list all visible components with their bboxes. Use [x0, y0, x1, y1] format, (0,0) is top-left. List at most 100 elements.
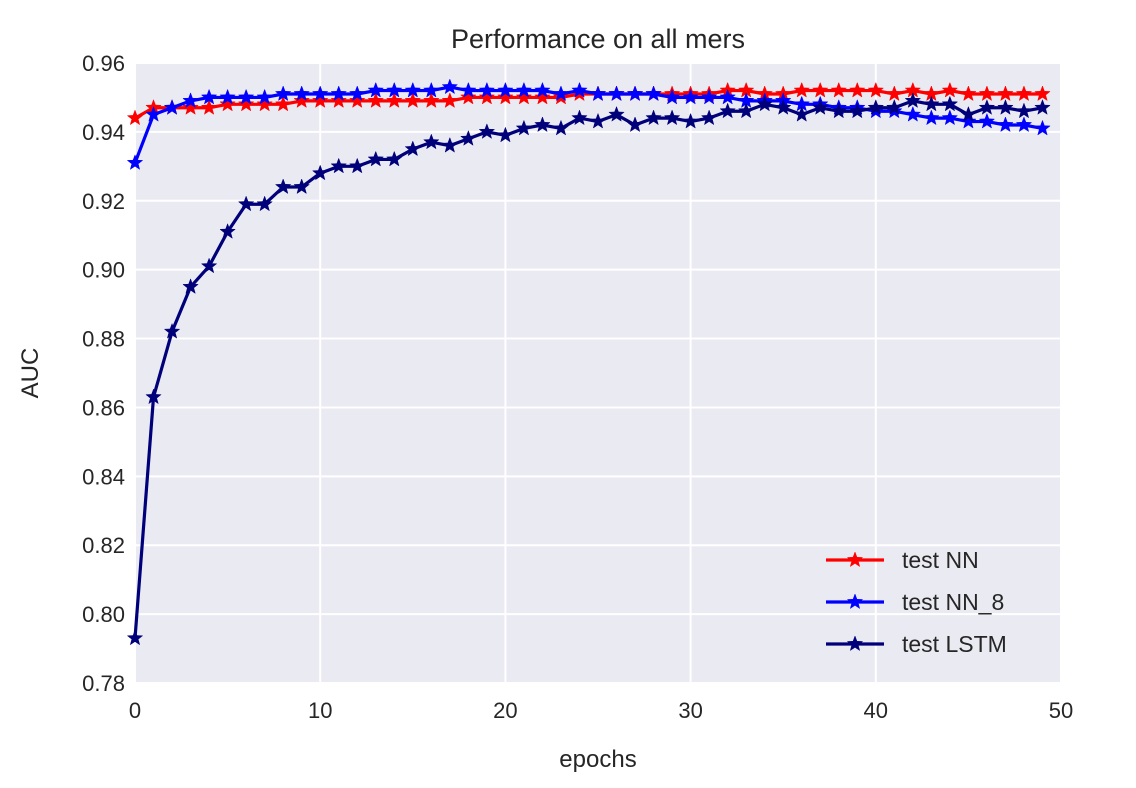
- x-tick-labels: 0 10 20 30 40 50: [129, 698, 1073, 723]
- data-point: [330, 92, 348, 108]
- data-point: [830, 102, 848, 119]
- grid-lines: [134, 62, 1062, 684]
- chart-title: Performance on all mers: [451, 24, 745, 54]
- data-point: [478, 88, 496, 105]
- data-point: [997, 85, 1014, 102]
- x-tick-label: 20: [493, 698, 517, 723]
- y-tick-label: 0.92: [82, 189, 125, 214]
- data-point: [497, 88, 514, 105]
- data-point: [700, 109, 718, 126]
- data-point: [404, 140, 422, 157]
- data-point: [330, 157, 348, 174]
- data-point: [978, 112, 996, 129]
- x-tick-label: 10: [308, 698, 332, 723]
- data-point: [385, 150, 403, 167]
- data-point: [182, 92, 199, 108]
- series-test-lstm: [126, 92, 1051, 646]
- data-point: [126, 109, 144, 126]
- data-point: [960, 85, 977, 102]
- data-point: [682, 112, 699, 129]
- data-point: [460, 130, 477, 146]
- legend-item: test NN_8: [826, 589, 1004, 615]
- data-point: [385, 92, 403, 108]
- data-point: [293, 92, 310, 108]
- data-point: [182, 278, 199, 294]
- legend-label: test NN_8: [902, 589, 1004, 615]
- data-point: [200, 99, 218, 115]
- data-point: [145, 388, 162, 405]
- data-point: [1015, 116, 1033, 133]
- data-point: [515, 119, 533, 136]
- y-tick-label: 0.88: [82, 327, 125, 352]
- data-point: [1034, 85, 1051, 102]
- y-tick-label: 0.94: [82, 120, 125, 145]
- data-point: [811, 99, 829, 115]
- legend-swatch-marker: [846, 593, 864, 610]
- data-point: [348, 85, 366, 102]
- data-point: [719, 102, 736, 119]
- data-point: [348, 92, 366, 108]
- data-point: [589, 112, 607, 129]
- data-point: [515, 81, 533, 98]
- x-tick-label: 50: [1049, 698, 1073, 723]
- data-point: [1015, 85, 1033, 102]
- data-point: [330, 85, 348, 102]
- data-point: [626, 85, 644, 102]
- data-point: [571, 109, 588, 126]
- legend-label: test NN: [902, 547, 979, 573]
- data-point: [293, 178, 310, 195]
- data-point: [867, 81, 885, 98]
- data-point: [997, 99, 1014, 115]
- data-point: [774, 99, 792, 115]
- data-point: [478, 123, 496, 139]
- y-tick-label: 0.82: [82, 533, 125, 558]
- data-point: [478, 81, 496, 98]
- data-point: [367, 150, 385, 167]
- data-point: [589, 85, 607, 102]
- data-point: [923, 95, 940, 112]
- legend-item: test NN: [826, 547, 979, 573]
- data-point: [441, 78, 459, 95]
- data-point: [441, 92, 459, 108]
- data-point: [534, 81, 551, 98]
- data-point: [700, 88, 718, 105]
- data-point: [571, 81, 588, 98]
- data-point: [552, 85, 570, 102]
- plot-background: [135, 63, 1061, 683]
- data-point: [311, 164, 329, 181]
- data-point: [163, 99, 181, 115]
- legend-label: test LSTM: [902, 631, 1007, 657]
- data-point: [404, 81, 422, 98]
- data-point: [552, 119, 570, 136]
- data-point: [367, 92, 385, 108]
- series-layer: [126, 78, 1051, 646]
- data-point: [719, 88, 736, 105]
- data-point: [608, 105, 625, 122]
- data-point: [756, 95, 773, 112]
- data-point: [423, 81, 440, 98]
- data-point: [256, 195, 273, 212]
- data-point: [515, 88, 533, 105]
- data-point: [941, 95, 959, 112]
- data-point: [737, 102, 755, 119]
- data-point: [497, 81, 514, 98]
- data-point: [367, 81, 385, 98]
- data-point: [1015, 102, 1033, 119]
- y-tick-label: 0.84: [82, 464, 125, 489]
- data-point: [441, 136, 459, 153]
- data-point: [293, 85, 310, 102]
- y-tick-label: 0.96: [82, 51, 125, 76]
- data-point: [423, 92, 440, 108]
- data-point: [1034, 99, 1051, 115]
- legend-swatch-marker: [846, 551, 864, 568]
- x-tick-label: 30: [678, 698, 702, 723]
- data-point: [274, 95, 292, 112]
- data-point: [1034, 119, 1051, 136]
- data-point: [941, 109, 959, 126]
- data-point: [126, 154, 144, 170]
- data-point: [923, 109, 940, 126]
- data-point: [145, 105, 162, 122]
- data-point: [423, 133, 440, 150]
- data-point: [904, 92, 922, 108]
- data-point: [793, 105, 811, 122]
